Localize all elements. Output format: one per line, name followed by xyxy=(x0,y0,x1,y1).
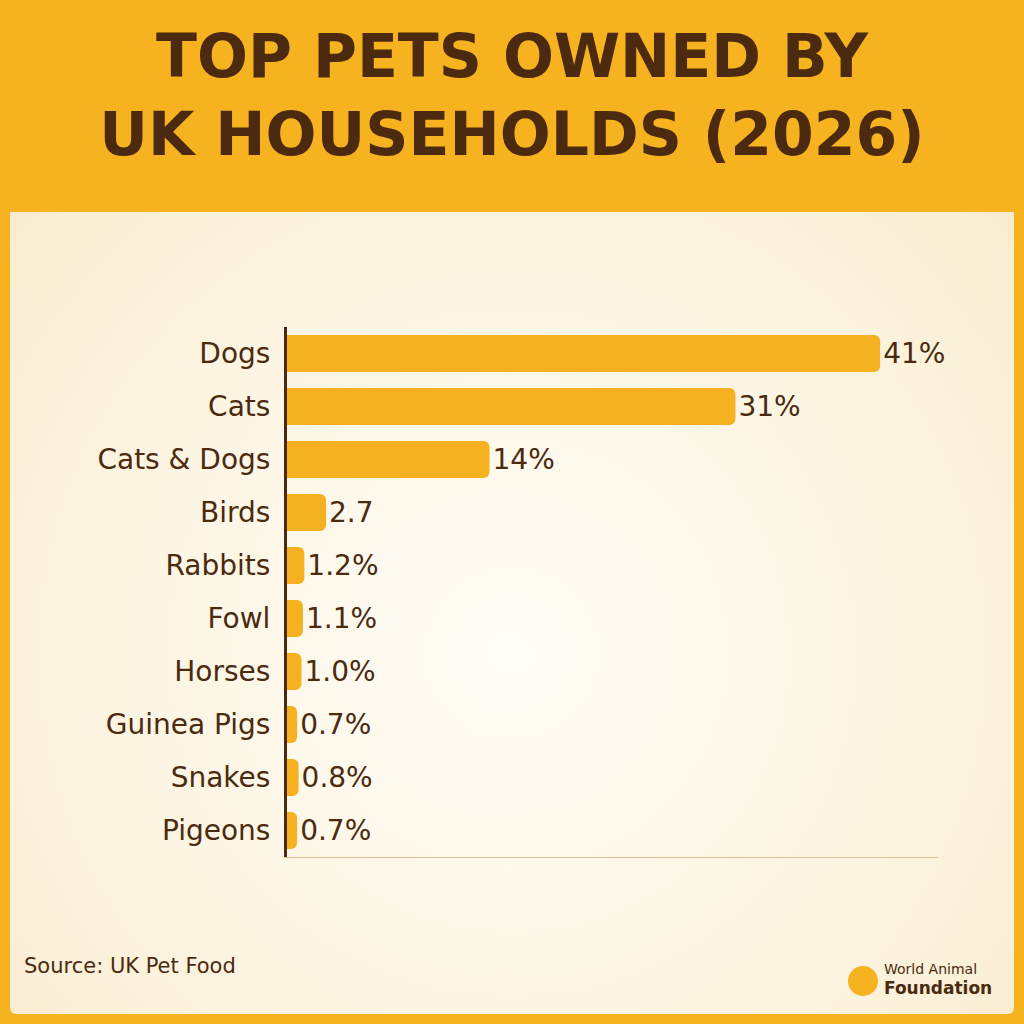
svg-text:Dogs: Dogs xyxy=(199,337,270,370)
html-text:Source: UK Pet Food: Source: UK Pet Food xyxy=(24,954,236,978)
html-text:World Animal: World Animal xyxy=(884,961,977,977)
svg-text:0.7%: 0.7% xyxy=(300,708,371,741)
svg-text:Horses: Horses xyxy=(174,655,270,688)
svg-text:1.0%: 1.0% xyxy=(304,655,375,688)
svg-text:Pigeons: Pigeons xyxy=(162,814,271,847)
svg-text:1.2%: 1.2% xyxy=(307,549,378,582)
svg-text:14%: 14% xyxy=(493,443,555,476)
svg-text:Cats: Cats xyxy=(208,390,270,423)
svg-text:0.8%: 0.8% xyxy=(302,761,373,794)
svg-text:Rabbits: Rabbits xyxy=(166,549,271,582)
svg-text:Cats & Dogs: Cats & Dogs xyxy=(97,443,270,476)
svg-text:31%: 31% xyxy=(738,390,800,423)
svg-text:41%: 41% xyxy=(883,337,945,370)
html-text:Foundation: Foundation xyxy=(884,978,993,998)
svg-text:1.1%: 1.1% xyxy=(306,602,377,635)
svg-text:2.7: 2.7 xyxy=(329,496,374,529)
svg-text:Snakes: Snakes xyxy=(171,761,271,794)
svg-text:Fowl: Fowl xyxy=(207,602,270,635)
svg-text:TOP PETS OWNED BYUK HOUSEHOLDS: TOP PETS OWNED BYUK HOUSEHOLDS (2026) xyxy=(99,21,924,169)
svg-text:Guinea Pigs: Guinea Pigs xyxy=(106,708,271,741)
svg-text:Birds: Birds xyxy=(200,496,270,529)
svg-text:0.7%: 0.7% xyxy=(300,814,371,847)
